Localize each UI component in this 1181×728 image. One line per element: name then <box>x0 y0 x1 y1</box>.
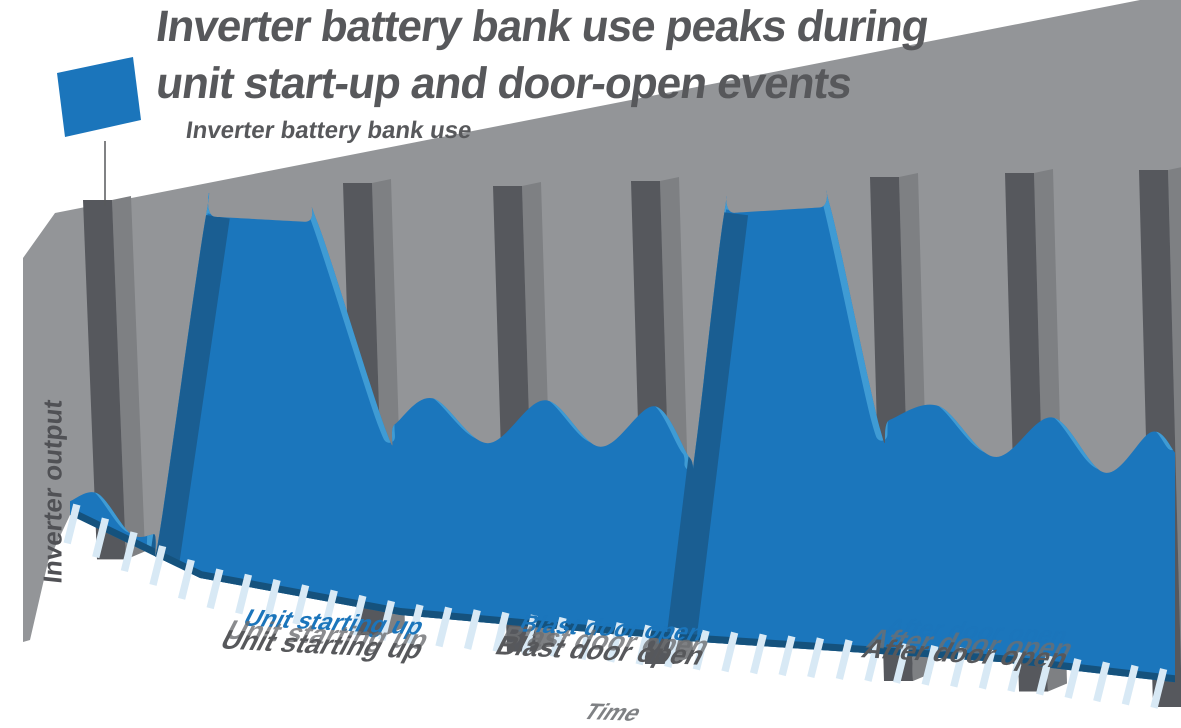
axis-hatch-mark <box>721 631 739 673</box>
legend-label: Inverter battery bank use <box>184 117 474 144</box>
axis-hatch-mark <box>463 609 481 650</box>
axis-hatch-mark <box>320 589 338 631</box>
axis-hatch-mark <box>1093 661 1111 703</box>
axis-hatch-mark <box>492 611 510 653</box>
area-side-face <box>146 214 230 587</box>
axis-hatch-mark <box>235 573 253 615</box>
axis-hatch-mark <box>92 517 110 559</box>
axis-hatch-mark <box>664 627 682 668</box>
axis-hatch-mark <box>378 600 396 641</box>
axis-hatch-mark <box>864 641 882 682</box>
axis-hatch-mark <box>1007 651 1025 693</box>
axis-hatch-mark <box>921 645 939 686</box>
axis-hatch-mark <box>835 639 853 680</box>
y-axis-label: Inverter output <box>37 398 68 585</box>
figure-title-line1: Inverter battery bank use peaks during <box>153 2 932 51</box>
axis-hatch-mark <box>892 643 910 684</box>
axis-hatch-mark <box>950 646 968 688</box>
axis-hatch-mark <box>578 619 596 661</box>
axis-hatch-mark <box>749 633 767 675</box>
axis-hatch-mark <box>263 579 281 620</box>
axis-hatch-mark <box>177 559 195 600</box>
axis-hatch-mark <box>406 604 424 645</box>
event-wall-side <box>112 196 145 560</box>
axis-hatch-mark <box>521 614 539 655</box>
axis-hatch-mark <box>692 629 710 671</box>
axis-hatch-mark <box>149 545 167 586</box>
axis-hatch-mark <box>1035 654 1053 696</box>
event-wall-side <box>1168 167 1181 669</box>
axis-hatch-mark <box>1121 664 1139 706</box>
area-side-face <box>663 211 749 670</box>
axis-hatch-mark <box>778 635 796 677</box>
time-axis-hatch-marks <box>63 503 1168 709</box>
axis-hatch-mark <box>606 622 624 663</box>
axis-hatch-mark <box>1150 668 1168 709</box>
axis-hatch-mark <box>1064 658 1082 699</box>
axis-hatch-mark <box>435 606 453 648</box>
axis-hatch-mark <box>807 637 825 679</box>
area-side-faces <box>146 211 749 670</box>
axis-hatch-mark <box>63 503 81 545</box>
event-wall <box>83 200 126 560</box>
legend-swatch <box>57 57 141 137</box>
axis-hatch-mark <box>120 531 138 572</box>
axis-hatch-mark <box>349 594 367 636</box>
axis-hatch-mark <box>549 616 567 658</box>
figure-title-line2: unit start-up and door-open events <box>153 59 855 108</box>
axis-hatch-mark <box>635 624 653 666</box>
axis-hatch-mark <box>206 568 224 610</box>
axis-hatch-mark <box>292 584 310 625</box>
axis-hatch-mark <box>978 648 996 690</box>
